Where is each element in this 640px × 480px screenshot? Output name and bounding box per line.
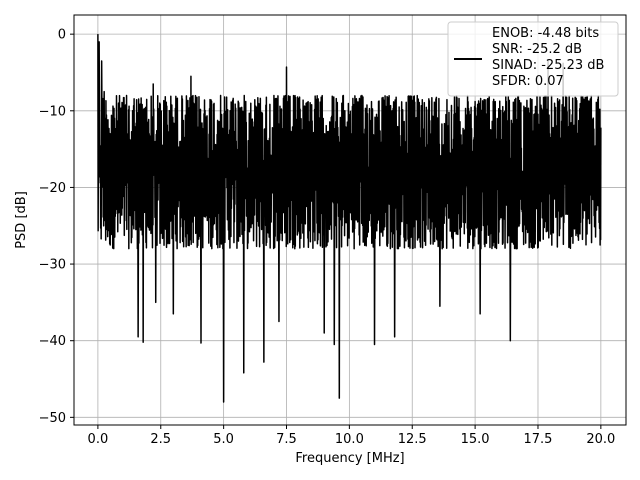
- legend-snr-text: SNR: -25.2 dB: [492, 42, 582, 57]
- x-tick-label: 7.5: [276, 432, 297, 447]
- x-axis-ticks: 0.0 2.5 5.0 7.5 10.0 12.5 15.0 17.5 20.0: [88, 425, 615, 447]
- x-tick-label: 20.0: [586, 432, 615, 447]
- x-tick-label: 5.0: [213, 432, 234, 447]
- plot-series-group: [97, 34, 602, 403]
- x-tick-label: 17.5: [524, 432, 553, 447]
- legend-enob-text: ENOB: -4.48 bits: [492, 26, 599, 41]
- legend-box: [447, 21, 619, 97]
- legend-sinad-text: SINAD: -25.23 dB: [492, 58, 604, 73]
- x-tick-label: 2.5: [150, 432, 171, 447]
- y-tick-label: −10: [39, 104, 66, 119]
- y-tick-label: −30: [39, 258, 66, 273]
- x-tick-label: 15.0: [461, 432, 490, 447]
- x-tick-label: 10.0: [335, 432, 364, 447]
- x-axis-label: Frequency [MHz]: [295, 451, 404, 466]
- legend-sfdr-text: SFDR: 0.07: [492, 74, 564, 89]
- x-tick-label: 12.5: [398, 432, 427, 447]
- psd-series-line: [97, 34, 602, 403]
- y-tick-label: −50: [39, 411, 66, 426]
- y-axis-ticks: 0 −10 −20 −30 −40 −50: [39, 28, 74, 426]
- legend: ENOB: -4.48 bits SNR: -25.2 dB SINAD: -2…: [447, 21, 619, 97]
- y-axis-label: PSD [dB]: [14, 191, 29, 249]
- y-tick-label: 0: [58, 28, 66, 43]
- axes-frame: [73, 14, 627, 426]
- x-tick-label: 0.0: [88, 432, 109, 447]
- y-tick-label: −40: [39, 334, 66, 349]
- y-tick-label: −20: [39, 181, 66, 196]
